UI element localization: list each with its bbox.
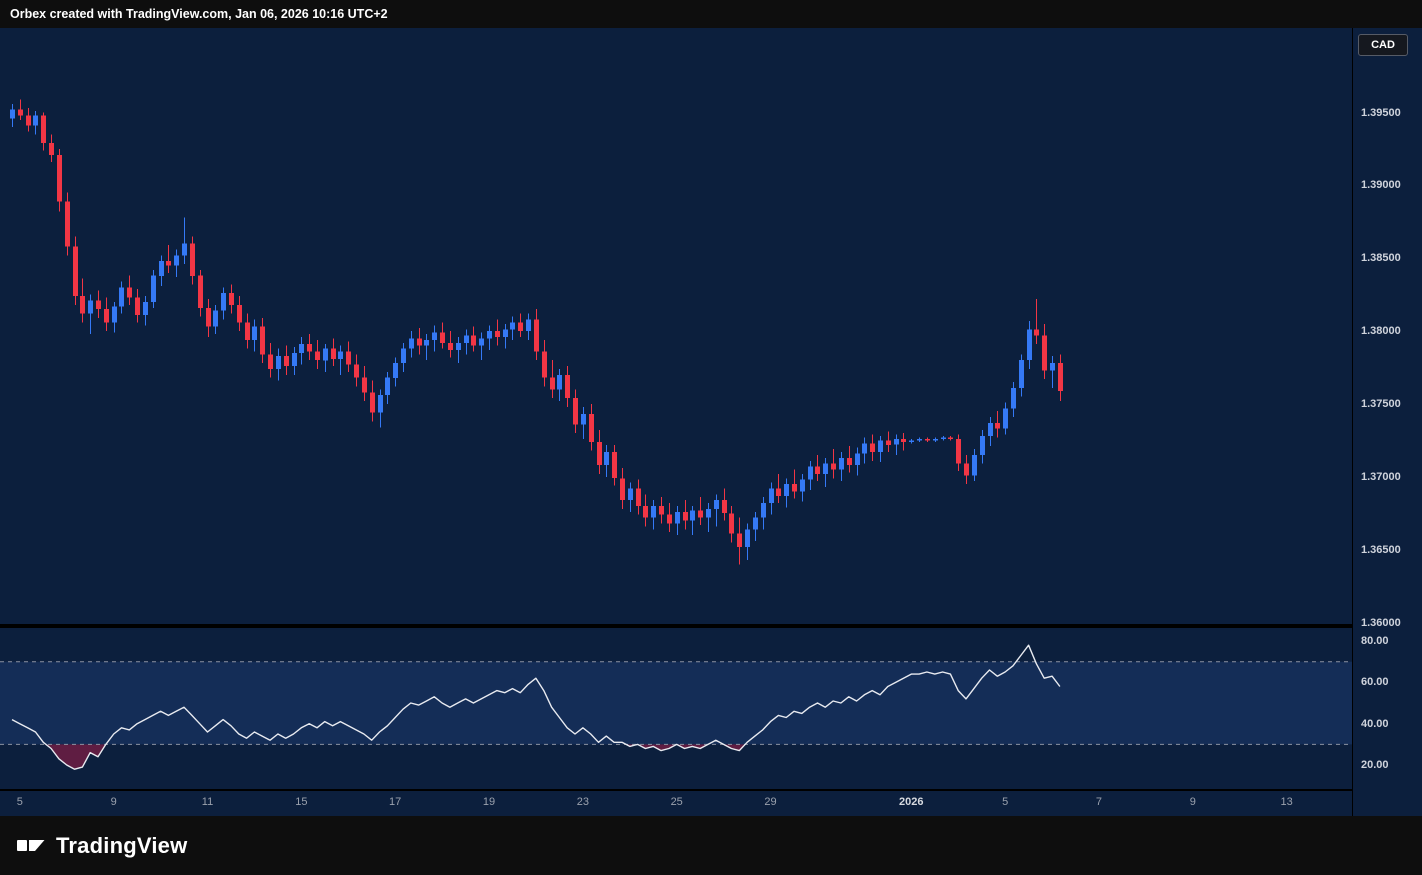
time-axis-label: 19 bbox=[482, 796, 496, 808]
chart-panes: 5 9 11 15 17 19 23 25 29 2026 5 7 9 13 bbox=[0, 28, 1352, 816]
time-axis-label: 9 bbox=[1189, 796, 1196, 808]
oscillator-axis-label: 20.00 bbox=[1361, 759, 1389, 772]
price-pane-canvas[interactable] bbox=[0, 28, 1352, 624]
price-axis-label: 1.38000 bbox=[1361, 325, 1401, 338]
footer-bar: TradingView bbox=[0, 816, 1422, 875]
price-axis-label: 1.38500 bbox=[1361, 252, 1401, 265]
tradingview-logo-icon[interactable] bbox=[16, 833, 46, 859]
time-axis-label: 15 bbox=[295, 796, 308, 808]
price-axis-label: 1.37000 bbox=[1361, 470, 1401, 483]
oscillator-pane-canvas[interactable] bbox=[0, 628, 1352, 789]
price-axis-label: 1.36000 bbox=[1361, 616, 1401, 629]
time-axis-label: 5 bbox=[1002, 796, 1009, 808]
price-axis-label: 1.36500 bbox=[1361, 543, 1401, 556]
time-axis-label: 11 bbox=[201, 796, 214, 808]
oscillator-axis-label: 40.00 bbox=[1361, 717, 1389, 730]
time-axis-label: 17 bbox=[389, 796, 402, 808]
time-axis-label: 2026 bbox=[899, 796, 924, 808]
price-axis-label: 1.39500 bbox=[1361, 106, 1401, 119]
price-axis[interactable]: CAD 1.39500 1.39000 1.38500 1.38000 1.37500 1… bbox=[1352, 28, 1422, 816]
time-axis-label: 7 bbox=[1095, 796, 1103, 808]
pane-resize-handle[interactable] bbox=[0, 624, 1352, 628]
oscillator-line bbox=[11, 644, 1061, 770]
price-axis-label: 1.37500 bbox=[1361, 397, 1401, 410]
currency-badge[interactable]: CAD bbox=[1358, 34, 1408, 56]
time-axis-label: 5 bbox=[16, 796, 23, 808]
chart-attribution-title: Orbex created with TradingView.com, Jan … bbox=[10, 7, 388, 21]
time-axis[interactable]: 5 9 11 15 17 19 23 25 29 2026 5 7 9 13 bbox=[0, 789, 1352, 816]
candles-group bbox=[10, 99, 1063, 565]
time-axis-label: 29 bbox=[764, 796, 777, 808]
price-axis-label: 1.39000 bbox=[1361, 179, 1401, 192]
oscillator-band bbox=[0, 661, 1352, 745]
time-axis-label: 13 bbox=[1280, 796, 1293, 808]
chart-widget[interactable]: 5 9 11 15 17 19 23 25 29 2026 5 7 9 13 CAD 1.39500 1.3… bbox=[0, 28, 1422, 816]
time-axis-label: 25 bbox=[670, 796, 683, 808]
time-axis-label: 9 bbox=[110, 796, 117, 808]
oscillator-axis-label: 80.00 bbox=[1361, 635, 1389, 648]
tradingview-wordmark[interactable]: TradingView bbox=[56, 832, 188, 858]
oscillator-axis-label: 60.00 bbox=[1361, 676, 1389, 689]
time-axis-label: 23 bbox=[576, 796, 589, 808]
header-bar: Orbex created with TradingView.com, Jan … bbox=[0, 0, 1422, 28]
